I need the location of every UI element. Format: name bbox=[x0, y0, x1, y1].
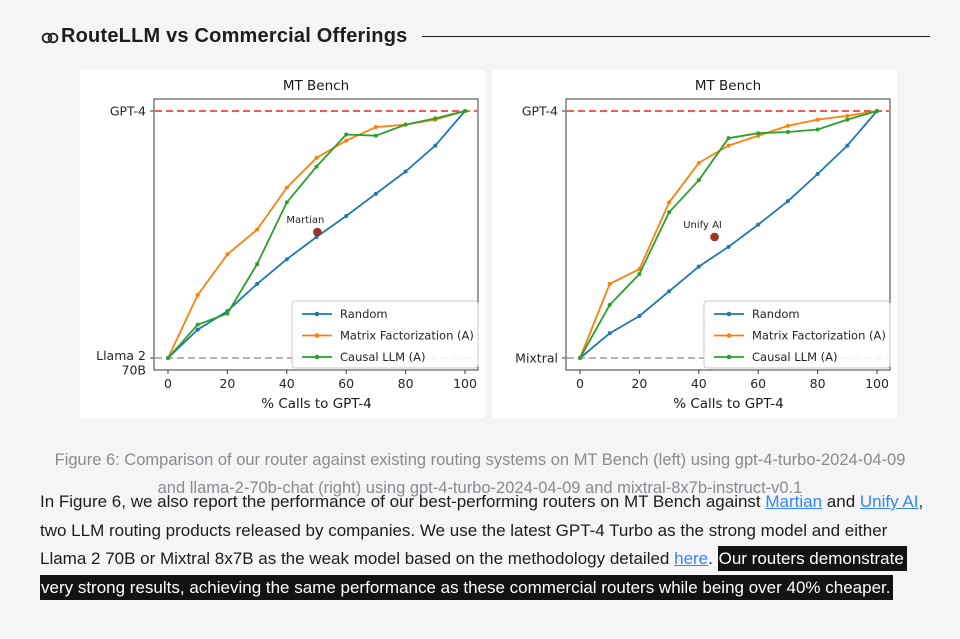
y-top-tick-label: GPT-4 bbox=[110, 104, 146, 119]
x-tick-label: 0 bbox=[576, 376, 584, 391]
x-tick-label: 20 bbox=[631, 376, 647, 391]
link-icon bbox=[41, 32, 59, 43]
y-bottom-tick-label-line1: Llama 2 bbox=[96, 348, 146, 363]
body-text-segment-4: . bbox=[708, 549, 718, 568]
annotation-unify-ai: Unify AI bbox=[683, 220, 722, 242]
figure-caption: Figure 6: Comparison of our router again… bbox=[54, 450, 906, 497]
page-title: RouteLLM vs Commercial Offerings bbox=[61, 25, 408, 47]
body-text-segment-3: , two LLM routing products released by c… bbox=[40, 492, 924, 568]
legend-label-causal-llm-a: Causal LLM (A) bbox=[752, 350, 838, 364]
y-bottom-tick-label-line2: 70B bbox=[122, 363, 146, 378]
legend-label-matrix-factorization-a: Matrix Factorization (A) bbox=[752, 329, 886, 343]
body-paragraph: In Figure 6, we also report the performa… bbox=[40, 488, 930, 602]
legend-label-random: Random bbox=[340, 307, 388, 321]
x-tick-label: 60 bbox=[750, 376, 766, 391]
x-tick-label: 100 bbox=[865, 376, 889, 391]
y-top-tick-label: GPT-4 bbox=[522, 104, 558, 119]
heading-divider bbox=[422, 36, 930, 37]
here-link[interactable]: here bbox=[674, 549, 709, 568]
section-heading: RouteLLM vs Commercial Offerings bbox=[40, 25, 930, 48]
mt-bench-chart-right: Unify AI Random Matrix Factorization (A) Ca… bbox=[492, 70, 897, 418]
x-tick-label: 80 bbox=[810, 376, 826, 391]
x-tick-label: 100 bbox=[453, 376, 477, 391]
figure-panel-right: Unify AI Random Matrix Factorization (A) Ca… bbox=[492, 70, 897, 418]
mt-bench-chart-left: Martian Random Matrix Factorization (A) Cau… bbox=[80, 70, 485, 418]
chart-title: MT Bench bbox=[695, 78, 761, 94]
x-tick-label: 40 bbox=[691, 376, 707, 391]
svg-text:Unify AI: Unify AI bbox=[683, 220, 722, 231]
unify-ai-link[interactable]: Unify AI bbox=[859, 492, 919, 511]
x-tick-label: 60 bbox=[338, 376, 354, 391]
x-axis-label: % Calls to GPT-4 bbox=[261, 396, 372, 412]
annotation-martian: Martian bbox=[286, 215, 324, 237]
x-axis-label: % Calls to GPT-4 bbox=[673, 396, 784, 412]
figure-panel-left: Martian Random Matrix Factorization (A) Cau… bbox=[80, 70, 485, 418]
svg-text:Martian: Martian bbox=[286, 215, 324, 226]
legend-label-matrix-factorization-a: Matrix Factorization (A) bbox=[340, 329, 474, 343]
legend: Random Matrix Factorization (A) Causal LLM… bbox=[703, 300, 891, 369]
series-causal-llm-a bbox=[166, 109, 467, 360]
chart-title: MT Bench bbox=[283, 78, 349, 94]
x-tick-label: 80 bbox=[398, 376, 414, 391]
legend-label-causal-llm-a: Causal LLM (A) bbox=[340, 350, 426, 364]
x-tick-label: 40 bbox=[279, 376, 295, 391]
x-tick-label: 20 bbox=[219, 376, 235, 391]
series-causal-llm-a bbox=[578, 109, 879, 360]
y-bottom-tick-label: Mixtral bbox=[515, 351, 558, 366]
x-tick-label: 0 bbox=[164, 376, 172, 391]
legend-label-random: Random bbox=[752, 307, 800, 321]
figure-6: Martian Random Matrix Factorization (A) Cau… bbox=[80, 70, 897, 418]
body-text-segment-1: In Figure 6, we also report the performa… bbox=[40, 492, 766, 511]
martian-link[interactable]: Martian bbox=[765, 492, 823, 511]
body-text-segment-2: and bbox=[822, 492, 860, 511]
legend: Random Matrix Factorization (A) Causal LLM… bbox=[291, 300, 479, 369]
